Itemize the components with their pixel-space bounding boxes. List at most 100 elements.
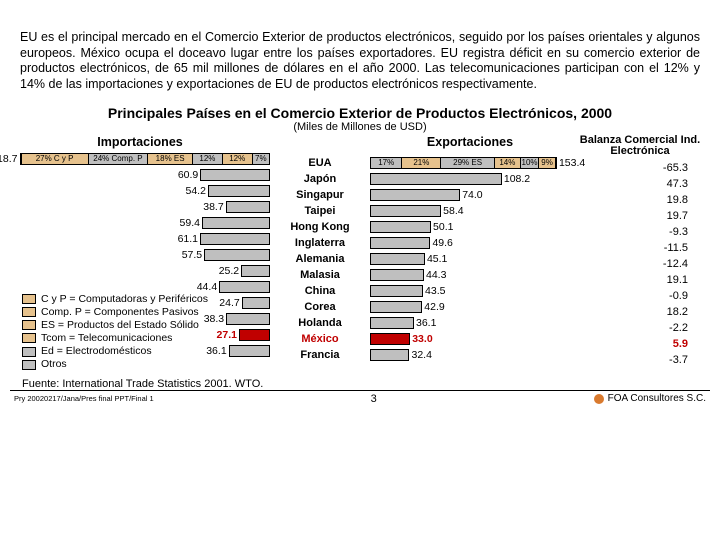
import-value: 59.4 — [180, 215, 202, 231]
import-row: 61.1 — [10, 231, 270, 247]
country-label: Malasia — [270, 267, 370, 283]
legend-label: Tcom = Telecomunicaciones — [41, 332, 172, 345]
balance-value: 47.3 — [570, 176, 710, 192]
country-label: Francia — [270, 347, 370, 363]
export-row: 49.6 — [370, 235, 570, 251]
balance-value: 18.2 — [570, 304, 710, 320]
export-row: 50.1 — [370, 219, 570, 235]
import-segment: 27% C y P — [21, 154, 88, 164]
countries-column: EUAJapónSingapurTaipeiHong KongInglaterr… — [270, 155, 370, 368]
country-label: Corea — [270, 299, 370, 315]
export-value: 32.4 — [409, 347, 431, 363]
country-label: EUA — [270, 155, 370, 171]
import-value: 54.2 — [185, 183, 207, 199]
export-row: 36.1 — [370, 315, 570, 331]
chart-subtitle: (Miles de Millones de USD) — [0, 121, 720, 133]
country-label: Holanda — [270, 315, 370, 331]
page-number: 3 — [371, 393, 377, 405]
export-value: 74.0 — [460, 187, 482, 203]
balance-value: -9.3 — [570, 224, 710, 240]
legend-label: Comp. P = Componentes Pasivos — [41, 306, 199, 319]
import-value: 60.9 — [178, 167, 200, 183]
import-value: 36.1 — [206, 343, 228, 359]
country-label: Hong Kong — [270, 219, 370, 235]
export-value: 58.4 — [441, 203, 463, 219]
export-row: 74.0 — [370, 187, 570, 203]
brand-text: FOA Consultores S.C. — [608, 393, 706, 404]
balance-header: Balanza Comercial Ind. Electrónica — [570, 135, 710, 158]
legend-item: C y P = Computadoras y Periféricos — [22, 293, 208, 306]
import-segment: 12% — [222, 154, 252, 164]
export-segment: 14% — [495, 158, 521, 168]
export-row: 17%21%29% ES14%10%9%153.4 — [370, 155, 570, 171]
import-row: 38.7 — [10, 199, 270, 215]
chart-panel: Importaciones 218.77%12%12%18% ES24% Com… — [0, 135, 720, 368]
footer: Pry 20020217/Jana/Pres final PPT/Final 1… — [0, 391, 720, 407]
export-segment: 10% — [521, 158, 539, 168]
import-value: 61.1 — [178, 231, 200, 247]
legend: C y P = Computadoras y PeriféricosComp. … — [22, 293, 208, 372]
balance-value: -11.5 — [570, 240, 710, 256]
legend-label: C y P = Computadoras y Periféricos — [41, 293, 208, 306]
export-value: 33.0 — [410, 331, 432, 347]
export-segment: 21% — [402, 158, 441, 168]
import-row: 57.5 — [10, 247, 270, 263]
legend-label: Otros — [41, 358, 67, 371]
balance-value: -0.9 — [570, 288, 710, 304]
country-label: Taipei — [270, 203, 370, 219]
import-value: 38.7 — [203, 199, 225, 215]
legend-label: Ed = Electrodomésticos — [41, 345, 152, 358]
country-label: China — [270, 283, 370, 299]
country-label: México — [270, 331, 370, 347]
import-row: 218.77%12%12%18% ES24% Comp. P27% C y P — [10, 151, 270, 167]
import-value: 27.1 — [217, 327, 239, 343]
footer-brand: FOA Consultores S.C. — [594, 393, 706, 404]
legend-swatch — [22, 320, 36, 330]
legend-item: Tcom = Telecomunicaciones — [22, 332, 208, 345]
legend-swatch — [22, 347, 36, 357]
export-row: 43.5 — [370, 283, 570, 299]
balance-value: 19.7 — [570, 208, 710, 224]
legend-item: Otros — [22, 358, 208, 371]
source-line: Fuente: International Trade Statistics 2… — [10, 372, 710, 391]
export-value: 36.1 — [414, 315, 436, 331]
export-segment: 17% — [371, 158, 402, 168]
export-row: 42.9 — [370, 299, 570, 315]
export-value: 49.6 — [430, 235, 452, 251]
export-row: 58.4 — [370, 203, 570, 219]
balance-value: 19.1 — [570, 272, 710, 288]
export-row: 108.2 — [370, 171, 570, 187]
import-row: 25.2 — [10, 263, 270, 279]
balance-value: 5.9 — [570, 336, 710, 352]
export-row: 45.1 — [370, 251, 570, 267]
exports-header: Exportaciones — [370, 135, 570, 149]
balance-value: -65.3 — [570, 160, 710, 176]
legend-label: ES = Productos del Estado Sólido — [41, 319, 199, 332]
intro-paragraph: EU es el principal mercado en el Comerci… — [0, 0, 720, 99]
legend-swatch — [22, 333, 36, 343]
import-value: 25.2 — [219, 263, 241, 279]
legend-item: Comp. P = Componentes Pasivos — [22, 306, 208, 319]
country-label: Japón — [270, 171, 370, 187]
export-row: 33.0 — [370, 331, 570, 347]
country-label: Alemania — [270, 251, 370, 267]
export-row: 44.3 — [370, 267, 570, 283]
legend-item: ES = Productos del Estado Sólido — [22, 319, 208, 332]
import-value: 24.7 — [219, 295, 241, 311]
legend-swatch — [22, 294, 36, 304]
export-segment: 29% ES — [441, 158, 495, 168]
legend-item: Ed = Electrodomésticos — [22, 345, 208, 358]
export-value: 44.3 — [424, 267, 446, 283]
import-value: 218.7 — [0, 151, 20, 167]
import-segment: 12% — [192, 154, 222, 164]
import-row: 60.9 — [10, 167, 270, 183]
export-value: 42.9 — [422, 299, 444, 315]
balance-value: -12.4 — [570, 256, 710, 272]
import-row: 59.4 — [10, 215, 270, 231]
legend-swatch — [22, 307, 36, 317]
import-row: 54.2 — [10, 183, 270, 199]
legend-swatch — [22, 360, 36, 370]
balance-value: -2.2 — [570, 320, 710, 336]
brand-dot-icon — [594, 394, 604, 404]
import-segment: 18% ES — [147, 154, 192, 164]
